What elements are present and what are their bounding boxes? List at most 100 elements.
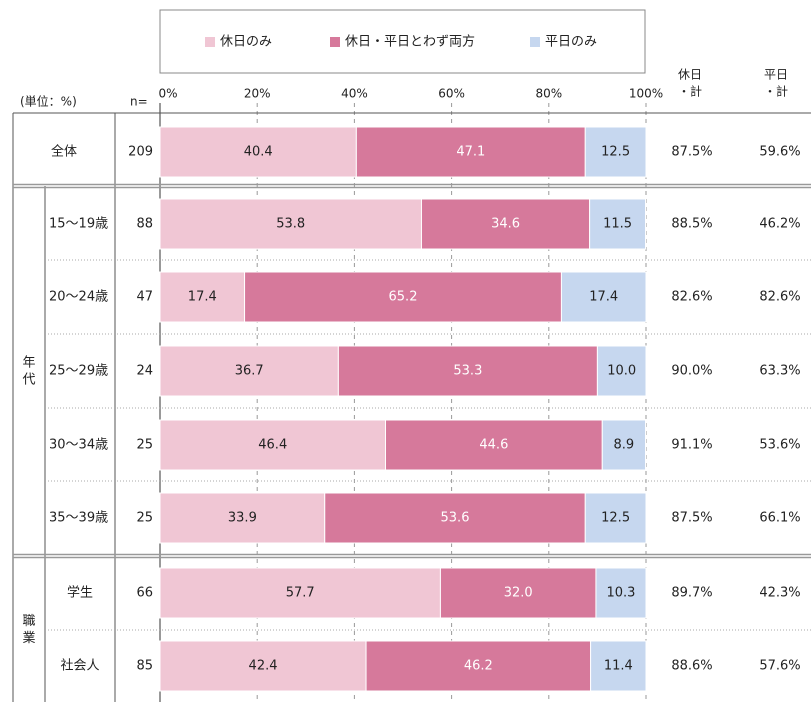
value-label: 53.3 xyxy=(453,364,482,379)
n-value: 24 xyxy=(136,364,153,379)
category-label: 全体 xyxy=(51,144,77,160)
value-label: 46.2 xyxy=(464,659,493,674)
n-value: 88 xyxy=(136,217,153,232)
category-label: 25～29歳 xyxy=(49,364,108,379)
x-tick-label: 40% xyxy=(341,87,368,101)
column-header: ・計 xyxy=(764,84,788,99)
bar-segment xyxy=(159,567,441,619)
legend-swatch xyxy=(530,37,540,47)
value-label: 47.1 xyxy=(456,145,485,160)
total-value: 59.6% xyxy=(759,145,800,160)
value-label: 65.2 xyxy=(389,290,418,305)
total-value: 42.3% xyxy=(759,586,800,601)
bar-segment xyxy=(159,419,387,471)
group-label: 職 xyxy=(22,614,35,629)
value-label: 12.5 xyxy=(601,511,630,526)
n-value: 209 xyxy=(128,145,153,160)
legend-swatch xyxy=(330,37,340,47)
x-tick-label: 80% xyxy=(535,87,562,101)
total-value: 87.5% xyxy=(671,511,712,526)
n-value: 47 xyxy=(136,290,153,305)
bar-segment xyxy=(596,345,647,397)
total-value: 63.3% xyxy=(759,364,800,379)
bar-segment xyxy=(560,271,647,323)
bar-segment xyxy=(590,640,647,692)
bar-segment xyxy=(584,492,647,544)
total-value: 88.5% xyxy=(671,217,712,232)
value-label: 11.5 xyxy=(603,217,632,232)
bar-segment xyxy=(159,640,367,692)
bar-segment xyxy=(365,640,592,692)
value-label: 36.7 xyxy=(235,364,264,379)
legend-box xyxy=(159,9,646,74)
legend-label: 休日・平日とわず両方 xyxy=(345,34,475,50)
bar-segment xyxy=(589,198,647,250)
column-header: 平日 xyxy=(764,68,788,82)
total-value: 90.0% xyxy=(671,364,712,379)
value-label: 53.6 xyxy=(441,511,470,526)
total-value: 82.6% xyxy=(759,290,800,305)
value-label: 42.4 xyxy=(249,659,278,674)
legend-swatch xyxy=(205,37,215,47)
value-label: 17.4 xyxy=(188,290,217,305)
value-label: 57.7 xyxy=(286,586,315,601)
bar-segment xyxy=(244,271,562,323)
bar-segment xyxy=(584,126,647,178)
category-label: 20～24歳 xyxy=(49,290,108,305)
value-label: 46.4 xyxy=(258,438,287,453)
n-value: 25 xyxy=(136,438,153,453)
bar-segment xyxy=(595,567,647,619)
bar-segment xyxy=(159,198,422,250)
group-label: 代 xyxy=(22,373,35,388)
value-label: 11.4 xyxy=(604,659,633,674)
bar-segment xyxy=(159,271,246,323)
category-label: 15～19歳 xyxy=(49,217,108,232)
value-label: 53.8 xyxy=(276,217,305,232)
value-label: 40.4 xyxy=(244,145,273,160)
column-header: 休日 xyxy=(678,68,702,82)
value-label: 34.6 xyxy=(491,217,520,232)
bar-segment xyxy=(420,198,591,250)
value-label: 12.5 xyxy=(601,145,630,160)
group-label: 年 xyxy=(22,356,35,371)
category-label: 30～34歳 xyxy=(49,438,108,453)
total-value: 82.6% xyxy=(671,290,712,305)
category-label: 社会人 xyxy=(60,658,99,674)
total-value: 88.6% xyxy=(671,659,712,674)
x-tick-label: 20% xyxy=(244,87,271,101)
column-header: ・計 xyxy=(678,84,702,99)
legend-label: 休日のみ xyxy=(220,35,272,50)
total-value: 89.7% xyxy=(671,586,712,601)
group-label: 業 xyxy=(22,630,35,646)
bar-segment xyxy=(337,345,598,397)
value-label: 44.6 xyxy=(479,438,508,453)
value-label: 10.0 xyxy=(607,364,636,379)
bar-segment xyxy=(159,345,339,397)
total-value: 87.5% xyxy=(671,145,712,160)
bar-segment xyxy=(324,492,586,544)
bar-segment xyxy=(385,419,603,471)
n-value: 85 xyxy=(136,659,153,674)
x-tick-label: 0% xyxy=(158,87,177,101)
total-value: 66.1% xyxy=(759,511,800,526)
value-label: 10.3 xyxy=(606,586,635,601)
bar-segment xyxy=(601,419,647,471)
bar-segment xyxy=(159,492,326,544)
bar-segment xyxy=(439,567,597,619)
n-label: n= xyxy=(130,95,148,109)
x-tick-label: 100% xyxy=(629,87,663,101)
n-value: 66 xyxy=(136,586,153,601)
category-label: 学生 xyxy=(67,585,93,601)
total-value: 46.2% xyxy=(759,217,800,232)
total-value: 91.1% xyxy=(671,438,712,453)
category-label: 35～39歳 xyxy=(49,511,108,526)
bar-segment xyxy=(355,126,586,178)
value-label: 33.9 xyxy=(228,511,257,526)
value-label: 17.4 xyxy=(589,290,618,305)
value-label: 8.9 xyxy=(614,438,635,453)
legend-label: 平日のみ xyxy=(545,35,597,50)
value-label: 32.0 xyxy=(504,586,533,601)
n-value: 25 xyxy=(136,511,153,526)
x-tick-label: 60% xyxy=(438,87,465,101)
